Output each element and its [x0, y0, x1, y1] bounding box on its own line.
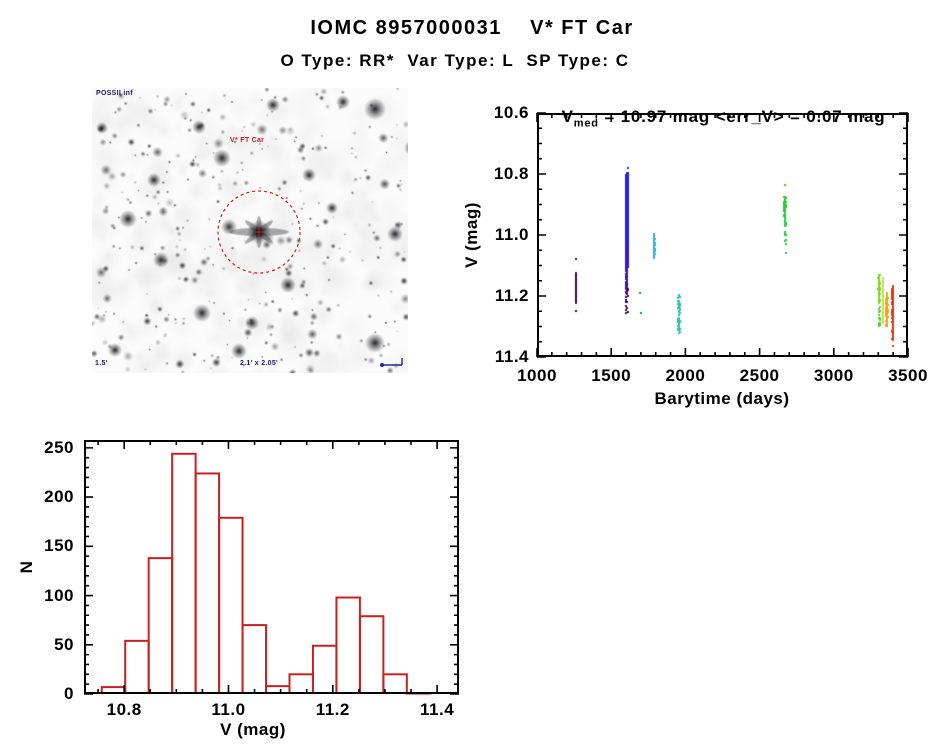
tick-label: 150 — [44, 536, 74, 556]
target-label: V* FT Car — [230, 137, 265, 144]
tick-label: 50 — [54, 634, 74, 654]
histogram-bar — [288, 673, 314, 694]
tick-label: 3500 — [888, 366, 928, 385]
lightcurve-points — [537, 113, 908, 357]
compass-icon — [380, 358, 403, 367]
histogram-bar — [358, 615, 385, 694]
page-title: IOMC 8957000031 V* FT Car — [310, 17, 634, 39]
finder-overlay — [217, 190, 403, 367]
survey-label: POSSII inf — [96, 90, 133, 97]
tick-label: 11.0 — [494, 225, 529, 244]
histogram-xlabel: V (mag) — [220, 720, 286, 739]
tick-label: 11.4 — [494, 347, 529, 366]
tick-label: 2000 — [665, 366, 706, 385]
histogram-bars — [84, 440, 459, 695]
tick-label: 200 — [44, 487, 74, 507]
page-subtitle: O Type: RR* Var Type: L SP Type: C — [280, 51, 630, 70]
target-circle — [217, 190, 301, 274]
histogram-bar — [241, 624, 268, 694]
histogram-bar — [171, 452, 197, 695]
histogram-bar — [124, 639, 150, 694]
histogram-bar — [382, 673, 408, 694]
tick-label: 250 — [44, 437, 74, 457]
tick-label: 1500 — [591, 366, 632, 385]
tick-label: 10.8 — [493, 164, 529, 183]
size-label: 2.1' x 2.05' — [239, 360, 279, 367]
lightcurve-ylabel: V (mag) — [462, 202, 481, 268]
tick-label: 3000 — [813, 366, 854, 385]
lightcurve-xlabel: Barytime (days) — [654, 389, 790, 408]
histogram-bar — [218, 516, 244, 694]
histogram-bar — [265, 685, 291, 694]
lightcurve-axes — [536, 112, 909, 358]
starfield-image — [92, 88, 408, 373]
tick-label: 11.2 — [494, 286, 529, 305]
lightcurve-plot — [536, 112, 909, 358]
tick-label: 10.6 — [493, 103, 529, 122]
finder-chart: POSSII inf V* FT Car 1.5' 2.1' x 2.05' — [92, 88, 408, 373]
histogram-bar — [147, 557, 174, 694]
scale-label: 1.5' — [95, 360, 108, 367]
tick-label: 11.4 — [420, 700, 455, 719]
tick-label: 10.8 — [106, 700, 142, 719]
histogram-plot — [84, 440, 459, 695]
histogram-bar — [335, 596, 361, 694]
tick-label: 1000 — [517, 366, 557, 385]
target-crosshair — [255, 228, 263, 236]
tick-label: 0 — [64, 684, 74, 703]
tick-label: 2500 — [739, 366, 780, 385]
tick-label: 11.2 — [315, 700, 350, 719]
tick-label: 11.0 — [211, 700, 246, 719]
tick-label: 100 — [44, 585, 74, 605]
histogram-bar — [194, 472, 221, 694]
